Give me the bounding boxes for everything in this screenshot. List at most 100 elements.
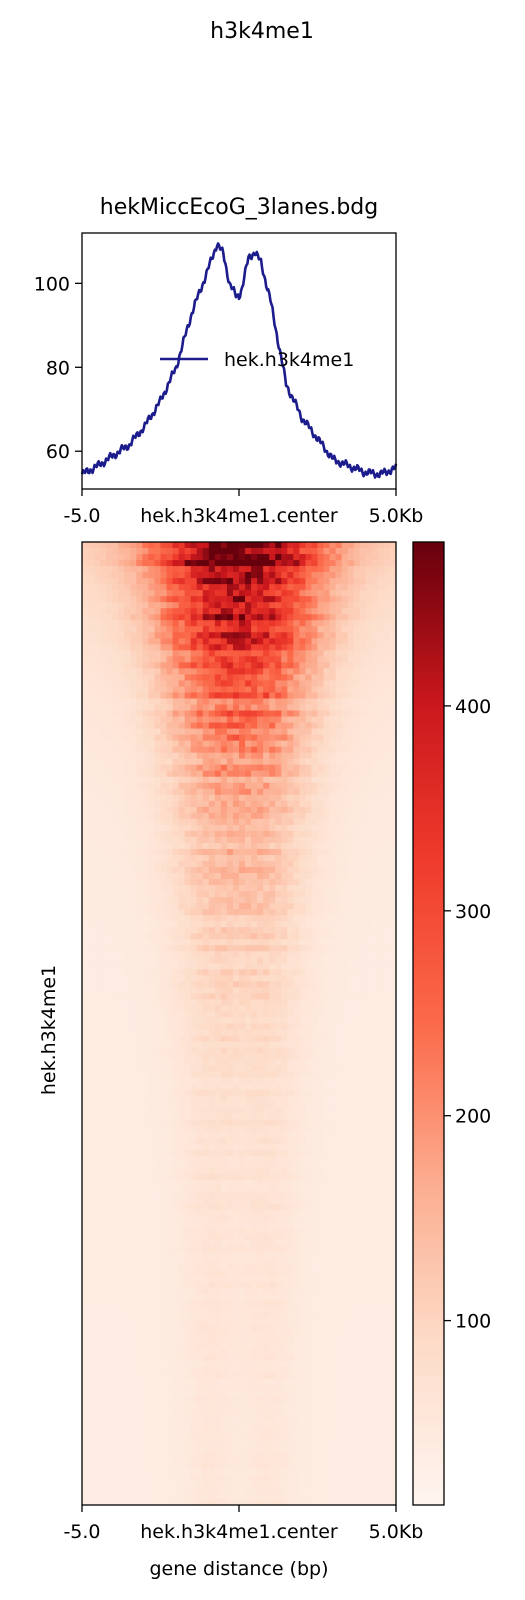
heatmap-cell xyxy=(196,716,204,723)
heatmap-cell xyxy=(275,1011,282,1018)
heatmap-cell xyxy=(118,650,125,657)
heatmap-cell xyxy=(311,1035,318,1042)
heatmap-cell xyxy=(94,1071,101,1079)
heatmap-cell xyxy=(118,542,125,549)
heatmap-cell xyxy=(371,644,379,651)
heatmap-cell xyxy=(245,921,252,928)
heatmap-cell xyxy=(136,927,143,934)
heatmap-cell xyxy=(130,584,137,591)
heatmap-cell xyxy=(317,626,324,633)
heatmap-cell xyxy=(287,1077,294,1085)
heatmap-cell xyxy=(214,770,222,778)
heatmap-cell xyxy=(232,933,240,940)
heatmap-cell xyxy=(142,818,149,826)
heatmap-cell xyxy=(347,752,355,760)
heatmap-cell xyxy=(142,933,149,940)
heatmap-cell xyxy=(317,788,324,796)
heatmap-cell xyxy=(190,830,198,838)
heatmap-cell xyxy=(94,710,101,717)
heatmap-cell xyxy=(311,957,318,964)
heatmap-cell xyxy=(305,987,312,994)
heatmap-cell xyxy=(365,915,373,922)
heatmap-cell xyxy=(299,939,306,946)
heatmap-cell xyxy=(208,1053,216,1061)
heatmap-cell xyxy=(317,836,324,844)
heatmap-cell xyxy=(208,560,216,567)
heatmap-cell xyxy=(100,903,107,910)
heatmap-cell xyxy=(172,596,180,603)
heatmap-cell xyxy=(239,933,246,940)
heatmap-cell xyxy=(275,686,282,693)
heatmap-cell xyxy=(311,668,318,675)
heatmap-cell xyxy=(82,746,89,754)
heatmap-cell xyxy=(329,710,337,717)
heatmap-cell xyxy=(239,951,246,958)
heatmap-cell xyxy=(184,909,192,916)
heatmap-cell xyxy=(383,939,391,946)
heatmap-cell xyxy=(323,939,330,946)
heatmap-cell xyxy=(275,830,282,838)
heatmap-cell xyxy=(257,830,264,838)
heatmap-cell xyxy=(208,909,216,916)
heatmap-cell xyxy=(323,987,330,994)
heatmap-cell xyxy=(305,656,312,663)
heatmap-cell xyxy=(136,1017,143,1024)
heatmap-cell xyxy=(305,1095,312,1103)
heatmap-cell xyxy=(371,662,379,669)
heatmap-cell xyxy=(94,933,101,940)
heatmap-cell xyxy=(136,1107,143,1115)
heatmap-cell xyxy=(208,1011,216,1018)
heatmap-cell xyxy=(263,860,270,868)
heatmap-cell xyxy=(353,620,361,627)
heatmap-cell xyxy=(257,842,264,850)
heatmap-cell xyxy=(329,867,337,874)
heatmap-cell xyxy=(196,824,204,832)
heatmap-cell xyxy=(353,650,361,657)
heatmap-cell xyxy=(184,734,192,742)
heatmap-cell xyxy=(148,1095,155,1103)
heatmap-cell xyxy=(263,1101,270,1109)
heatmap-cell xyxy=(112,903,119,910)
heatmap-cell xyxy=(293,957,300,964)
heatmap-cell xyxy=(245,1083,252,1091)
heatmap-cell xyxy=(154,969,161,976)
heatmap-cell xyxy=(359,782,367,790)
heatmap-cell xyxy=(106,656,113,663)
heatmap-cell xyxy=(178,1047,186,1054)
heatmap-cell xyxy=(130,650,137,657)
heatmap-cell xyxy=(166,614,173,621)
heatmap-cell xyxy=(172,818,180,826)
heatmap-cell xyxy=(172,867,180,874)
heatmap-cell xyxy=(245,987,252,994)
heatmap-cell xyxy=(329,602,337,609)
heatmap-cell xyxy=(341,716,349,723)
heatmap-cell xyxy=(335,554,343,561)
heatmap-cell xyxy=(263,891,270,898)
heatmap-cell xyxy=(154,818,161,826)
heatmap-cell xyxy=(172,752,180,760)
heatmap-cell xyxy=(257,542,264,549)
heatmap-cell xyxy=(124,987,131,994)
heatmap-cell xyxy=(299,915,306,922)
heatmap-cell xyxy=(178,1041,186,1048)
heatmap-cell xyxy=(190,1101,198,1109)
heatmap-cell xyxy=(347,716,355,723)
heatmap-cell xyxy=(130,638,137,645)
heatmap-cell xyxy=(341,788,349,796)
heatmap-cell xyxy=(184,668,192,675)
heatmap-cell xyxy=(389,921,397,928)
heatmap-cell xyxy=(184,758,192,766)
heatmap-cell xyxy=(220,842,228,850)
heatmap-cell xyxy=(184,548,192,555)
heatmap-cell xyxy=(371,867,379,874)
heatmap-cell xyxy=(311,578,318,585)
heatmap-cell xyxy=(371,1107,379,1115)
heatmap-cell xyxy=(389,951,397,958)
heatmap-cell xyxy=(142,608,149,615)
heatmap-cell xyxy=(359,638,367,645)
heatmap-cell xyxy=(136,915,143,922)
heatmap-cell xyxy=(251,963,258,970)
heatmap-cell xyxy=(154,734,161,742)
heatmap-cell xyxy=(365,704,373,711)
heatmap-cell xyxy=(341,566,349,573)
